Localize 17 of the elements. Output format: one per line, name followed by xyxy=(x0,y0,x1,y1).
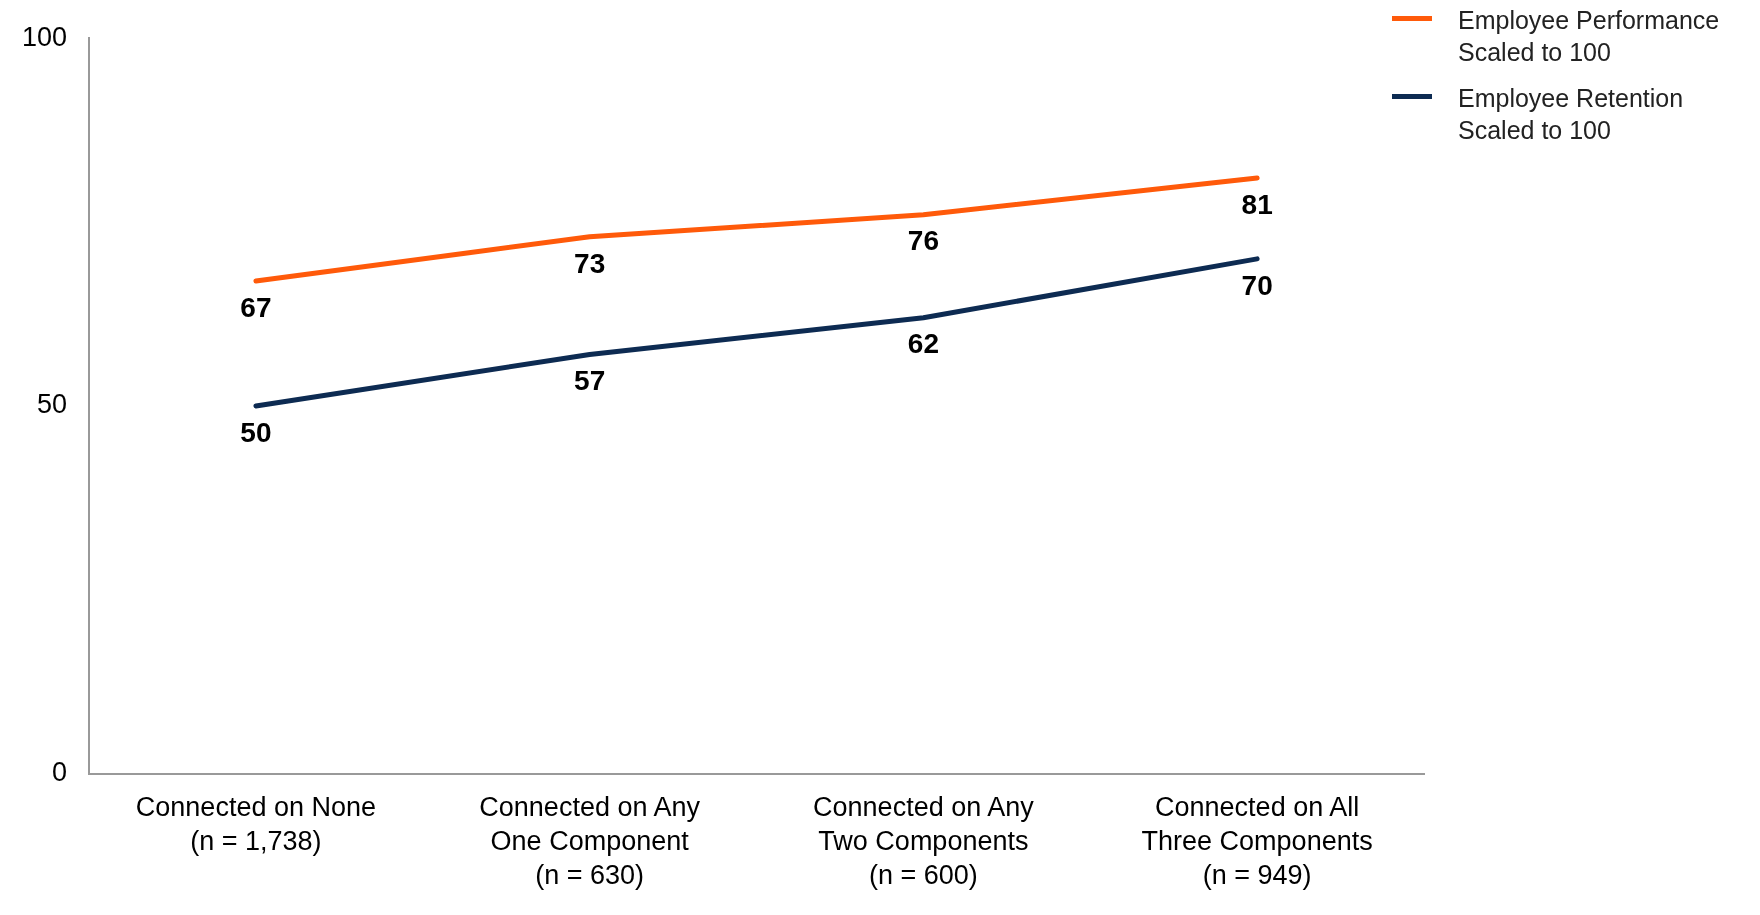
x-tick-label: Connected on All Three Components (n = 949) xyxy=(1141,792,1373,890)
legend-label: Employee Retention Scaled to 100 xyxy=(1458,83,1684,146)
data-label: 81 xyxy=(1241,188,1273,220)
data-label: 70 xyxy=(1241,269,1273,301)
data-label: 62 xyxy=(907,328,939,360)
data-label: 57 xyxy=(574,365,606,397)
data-label: 76 xyxy=(907,225,939,257)
data-label: 73 xyxy=(574,247,606,279)
y-tick-label: 100 xyxy=(21,21,68,52)
data-label: 67 xyxy=(240,291,272,323)
y-tick-label: 50 xyxy=(37,389,68,420)
x-tick-label: Connected on Any Two Components (n = 600) xyxy=(813,792,1035,890)
data-label: 50 xyxy=(240,416,272,448)
legend-label: Employee Performance Scaled to 100 xyxy=(1458,5,1720,68)
x-tick-label: Connected on None (n = 1,738) xyxy=(135,792,377,856)
y-tick-label: 0 xyxy=(52,757,68,788)
x-tick-label: Connected on Any One Component (n = 630) xyxy=(479,792,701,890)
